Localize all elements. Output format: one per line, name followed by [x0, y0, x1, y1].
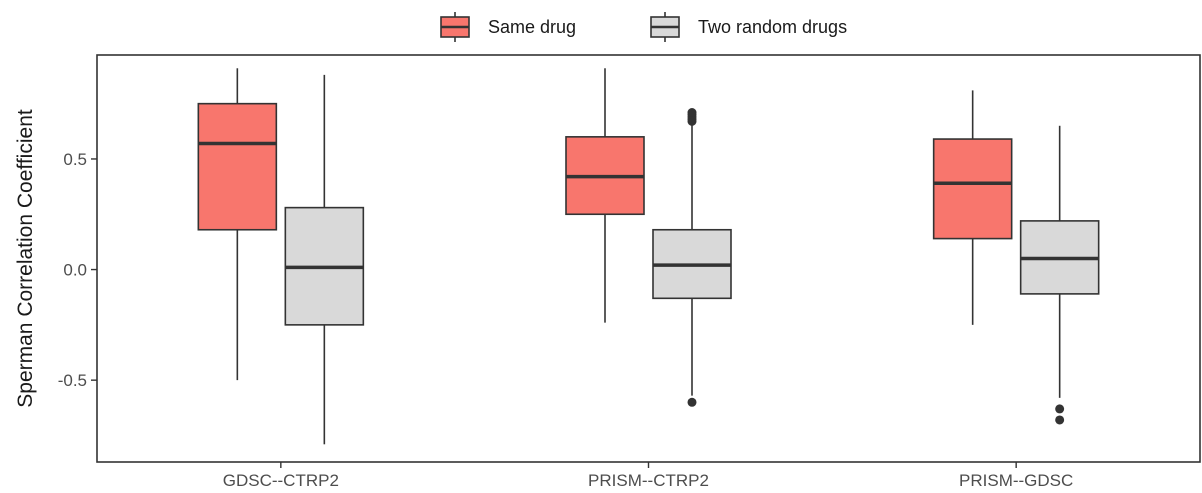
x-tick-label: PRISM--GDSC: [959, 471, 1073, 490]
box-0-0: [197, 68, 278, 381]
box-1-0: [284, 74, 365, 445]
box-1-2: [1019, 125, 1100, 425]
box-1-1: [652, 108, 732, 407]
box-0-2: [932, 90, 1013, 325]
y-axis: -0.5 0.0 0.5: [58, 150, 97, 390]
boxes-layer: [197, 68, 1100, 445]
legend: Same drug Two random drugs: [440, 12, 847, 42]
legend-item-same-drug: Same drug: [440, 12, 576, 42]
outlier-point: [687, 108, 697, 118]
iqr-box: [932, 138, 1013, 240]
legend-item-two-random-drugs: Two random drugs: [650, 12, 847, 42]
iqr-box: [197, 102, 278, 231]
y-tick-label: 0.5: [63, 150, 87, 169]
x-tick-label: PRISM--CTRP2: [588, 471, 709, 490]
legend-label-two-random-drugs: Two random drugs: [698, 17, 847, 37]
x-tick-label: GDSC--CTRP2: [223, 471, 339, 490]
outlier-point: [687, 397, 697, 407]
y-tick-label: -0.5: [58, 371, 87, 390]
box-0-1: [565, 68, 645, 323]
outlier-point: [1055, 404, 1065, 414]
legend-label-same-drug: Same drug: [488, 17, 576, 37]
y-tick-label: 0.0: [63, 261, 87, 280]
y-axis-title: Sperman Correlation Coefficient: [14, 109, 37, 408]
x-axis: GDSC--CTRP2 PRISM--CTRP2 PRISM--GDSC: [223, 462, 1073, 490]
outlier-point: [1055, 415, 1065, 425]
